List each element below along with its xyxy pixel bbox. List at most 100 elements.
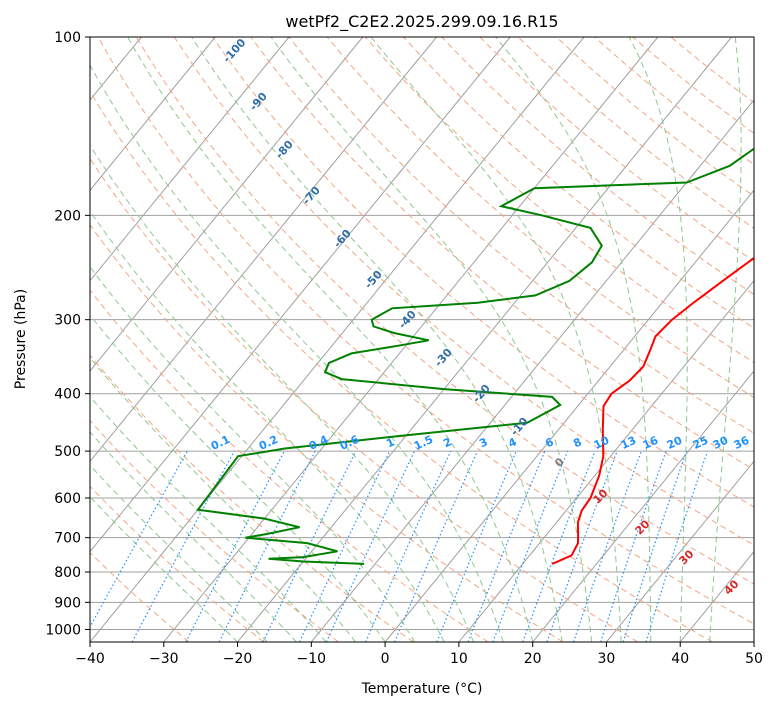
dry-adiabat-line: [90, 485, 265, 642]
mixing-ratio-line: [90, 450, 188, 629]
moist-adiabat-line: [90, 395, 327, 642]
moist-adiabat-line: [370, 37, 622, 642]
moist-adiabat-line: [709, 37, 742, 642]
mixing-ratio-line: [546, 450, 618, 642]
moist-adiabat-label: 20: [633, 517, 653, 537]
dry-adiabat-line: [326, 37, 754, 399]
mixing-ratio-label: 6: [543, 435, 556, 450]
mixing-ratio-line: [467, 450, 546, 642]
isotherm-line: [90, 37, 364, 372]
series-layer: [196, 147, 754, 565]
dry-adiabat-label: -40: [396, 308, 419, 332]
mixing-ratio-label: 1: [384, 435, 396, 450]
chart-title: wetPf2_C2E2.2025.299.09.16.R15: [285, 12, 558, 32]
mixing-ratio-line: [572, 450, 642, 642]
dry-adiabat-line: [90, 157, 639, 642]
mixing-ratio-label: 36: [732, 434, 752, 452]
mixing-ratio-line: [262, 450, 357, 642]
y-tick-label: 1000: [45, 622, 81, 638]
moist-adiabat-line: [90, 144, 475, 642]
moist-adiabat-line: [270, 37, 593, 642]
dry-adiabat-line: [90, 419, 339, 642]
dry-adiabat-line: [555, 37, 754, 197]
dewpoint-line: [196, 147, 754, 565]
isotherm-line: [458, 279, 754, 642]
x-tick-label: −20: [223, 651, 253, 667]
x-tick-label: −10: [297, 651, 327, 667]
moist-adiabat-line: [90, 265, 416, 642]
dry-adiabat-line: [441, 37, 754, 295]
mixing-ratio-line: [218, 450, 316, 642]
x-tick-label: 30: [598, 651, 616, 667]
dry-adiabat-line: [97, 37, 754, 625]
dry-adiabat-line: [90, 289, 489, 642]
x-axis-label: Temperature (°C): [361, 681, 483, 697]
moist-adiabat-line: [127, 37, 534, 642]
isotherm-line: [90, 37, 437, 463]
moist-adiabat-label: 40: [722, 577, 742, 597]
y-tick-label: 400: [54, 387, 81, 403]
mixing-ratio-label: 20: [665, 434, 685, 452]
isotherm-line: [384, 189, 754, 642]
moist-adiabat-line: [191, 37, 563, 642]
x-tick-label: 0: [381, 651, 390, 667]
axes: −40 −30 −20 −10 0 10 20 30 40 50 1000 900 800 700 600 5…: [45, 30, 763, 667]
mixing-ratio-label: 3: [477, 435, 489, 450]
isotherm-line: [90, 37, 216, 192]
isotherm-line: [753, 641, 754, 642]
moist-adiabat-line: [90, 210, 445, 642]
mixing-ratio-line: [436, 450, 517, 642]
dry-adiabat-line: [173, 37, 754, 546]
isotherm-line: [0, 37, 68, 642]
mixing-ratio-label: 0.1: [209, 433, 232, 453]
dry-adiabat-line: [90, 223, 564, 642]
moist-adiabat-line: [90, 314, 386, 642]
mixing-ratio-line: [299, 450, 391, 642]
y-tick-label: 700: [54, 531, 81, 547]
y-tick-label: 300: [54, 313, 81, 329]
moist-adiabat-line: [90, 357, 356, 642]
mixing-ratio-label: 10: [592, 434, 612, 452]
mixing-ratio-line: [600, 450, 667, 642]
plot-frame: [89, 36, 755, 643]
y-axis-label: Pressure (hPa): [13, 289, 29, 389]
y-tick-label: 100: [54, 30, 81, 46]
dry-adiabat-label: -10: [508, 415, 531, 439]
y-tick-label: 900: [54, 595, 81, 611]
dry-adiabat-line: [403, 37, 754, 329]
mixing-ratio-label: 1.5: [412, 433, 435, 453]
mixing-ratio-line: [522, 450, 596, 642]
moist-adiabat-line: [90, 64, 504, 642]
isotherm-line: [163, 37, 659, 642]
mixing-ratio-label: 2: [441, 435, 453, 450]
dry-adiabat-label: -60: [331, 227, 354, 251]
dry-adiabat-line: [90, 90, 713, 642]
isotherm-line: [90, 37, 290, 282]
mixing-ratio-line: [622, 450, 688, 642]
line-labels: -100-90-80-70-60-50-40-30-20-10010203040…: [209, 36, 752, 598]
y-tick-label: 500: [54, 444, 81, 460]
moist-adiabat-label: 30: [677, 547, 697, 567]
moist-adiabat-line: [90, 496, 238, 642]
isotherm-line: [679, 550, 754, 642]
mixing-ratio-label: 13: [619, 434, 638, 452]
y-tick-label: 800: [54, 565, 81, 581]
isotherm-line: [310, 99, 754, 642]
isotherm-line: [90, 37, 511, 553]
mixing-ratio-line: [394, 450, 478, 642]
x-tick-label: −40: [75, 651, 105, 667]
dry-adiabat-label: -100: [220, 36, 248, 65]
moist-adiabat-line: [628, 37, 688, 642]
y-tick-label: 200: [54, 208, 81, 224]
dry-adiabat-line: [250, 37, 754, 471]
isotherm-line: [237, 37, 733, 642]
x-tick-label: 40: [671, 651, 689, 667]
mixing-ratio-label: 16: [641, 434, 661, 452]
x-tick-label: −30: [149, 651, 179, 667]
x-tick-label: 50: [745, 651, 763, 667]
dry-adiabat-line: [90, 551, 190, 642]
mixing-ratio-label: 0.4: [307, 433, 330, 453]
mixing-ratio-label: 30: [711, 434, 731, 452]
dry-adiabat-label: -30: [432, 346, 455, 370]
